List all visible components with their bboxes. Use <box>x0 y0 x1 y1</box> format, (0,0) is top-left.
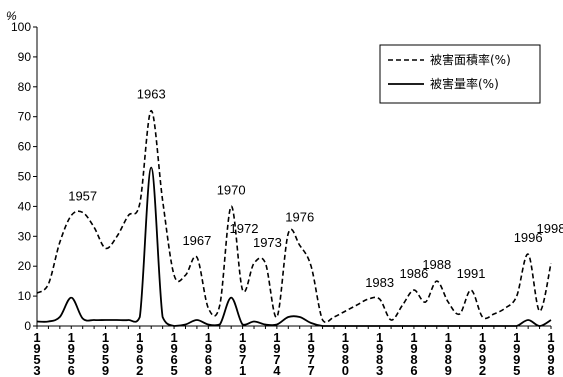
legend-box <box>379 44 541 104</box>
y-tick-label: 30 <box>18 229 32 243</box>
y-tick-label: 20 <box>18 259 32 273</box>
annotation-year-1957: 1957 <box>68 188 97 203</box>
y-axis-unit-label: % <box>6 9 17 23</box>
legend-label: 被害量率(%) <box>430 76 499 91</box>
y-tick-label: 50 <box>18 170 32 184</box>
y-tick-label: 60 <box>18 140 32 154</box>
y-tick-label: 90 <box>18 50 32 64</box>
annotation-year-1983: 1983 <box>365 275 394 290</box>
series-line-damage-area-rate <box>36 109 552 324</box>
annotation-year-1988: 1988 <box>422 257 451 272</box>
annotation-year-1996: 1996 <box>514 230 543 245</box>
annotation-year-1991: 1991 <box>457 266 486 281</box>
annotation-year-1967: 1967 <box>182 233 211 248</box>
annotation-year-1972: 1972 <box>230 221 259 236</box>
annotation-year-1973: 1973 <box>253 235 282 250</box>
annotation-year-1970: 1970 <box>217 182 246 197</box>
y-tick-label: 70 <box>18 110 32 124</box>
annotation-year-1963: 1963 <box>137 87 166 102</box>
y-axis-ticks: 0 10 20 30 40 50 60 70 80 90 100 <box>11 20 37 333</box>
y-tick-label: 0 <box>24 319 31 333</box>
legend: 被害面積率(%) 被害量率(%) <box>379 44 541 104</box>
y-tick-label: 10 <box>18 289 32 303</box>
y-tick-label: 80 <box>18 80 32 94</box>
x-axis-ticks: 1 9 5 3 1 9 5 6 1 9 5 9 1 9 6 2 1 9 6 5 1 9 6 8 1 9 7 1 1 9 7 4 1 9 7 7 1 9 8 0… <box>33 326 555 377</box>
series-line-damage-volume-rate <box>36 166 552 327</box>
y-tick-label: 40 <box>18 199 32 213</box>
annotation-year-1998: 1998 <box>537 221 563 236</box>
legend-label: 被害面積率(%) <box>430 52 511 67</box>
annotation-year-1976: 1976 <box>285 209 314 224</box>
annotation-year-1986: 1986 <box>399 266 428 281</box>
y-tick-label: 100 <box>11 20 31 34</box>
